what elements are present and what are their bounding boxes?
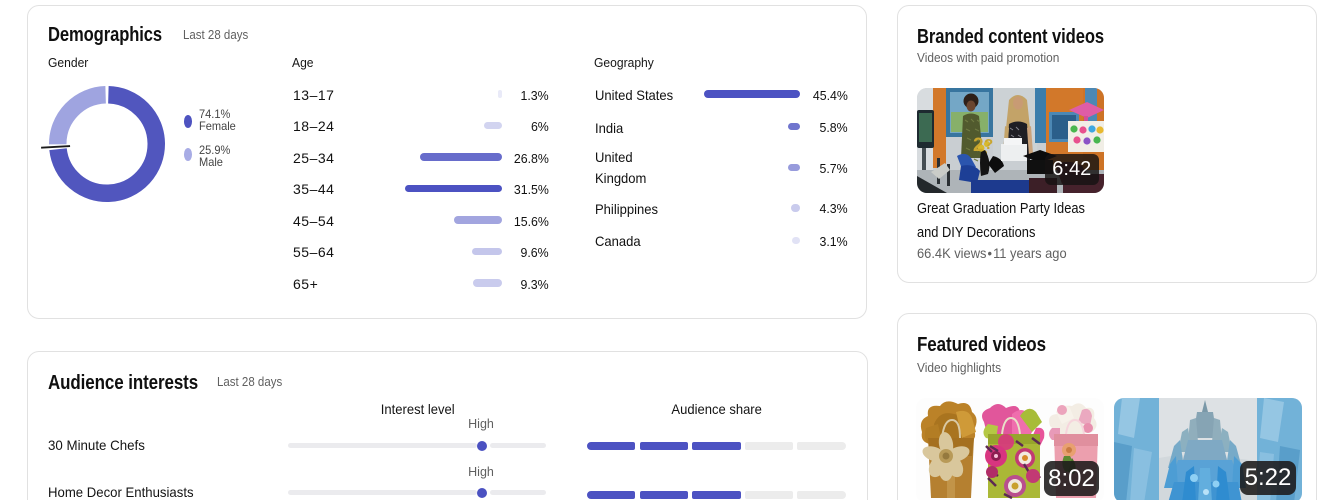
svg-text:?: ? — [984, 136, 993, 153]
svg-text:2: 2 — [973, 135, 984, 156]
